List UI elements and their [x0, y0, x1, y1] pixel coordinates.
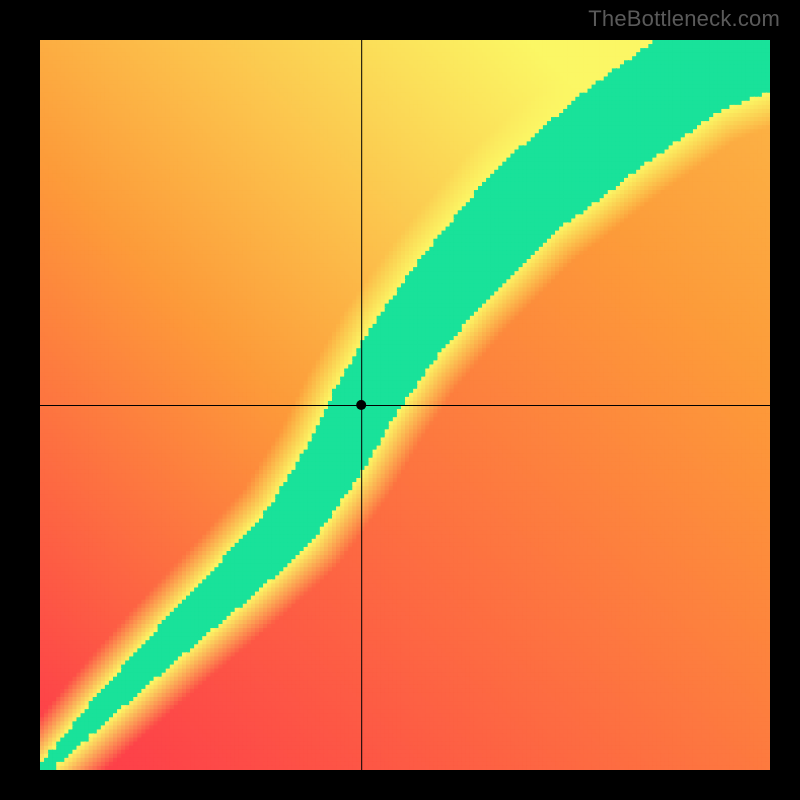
chart-container: TheBottleneck.com — [0, 0, 800, 800]
heatmap-plot — [40, 40, 770, 770]
watermark-text: TheBottleneck.com — [588, 6, 780, 32]
heatmap-canvas — [40, 40, 770, 770]
